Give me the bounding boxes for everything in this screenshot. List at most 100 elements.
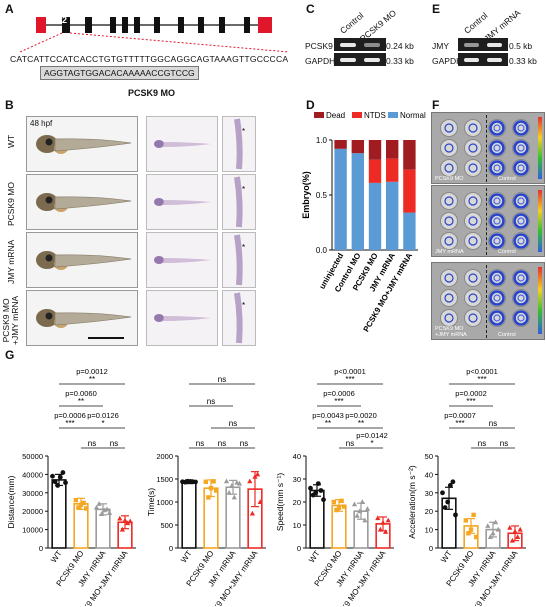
data-point — [252, 473, 258, 479]
data-point — [81, 500, 86, 506]
significance-label: ns — [240, 439, 248, 448]
bar-segment-normal — [386, 181, 399, 250]
data-point — [50, 473, 55, 479]
plate-well — [512, 159, 530, 177]
morpholino-sequence: AGGTAGTGGACACAAAAACCGTCCG — [40, 66, 199, 80]
significance-label: ** — [358, 419, 364, 428]
plate-well — [464, 269, 482, 287]
plate-well — [440, 289, 458, 307]
significance-label: *** — [65, 419, 74, 428]
gene-structure-diagram — [19, 17, 290, 53]
plate-well — [512, 212, 530, 230]
fish-in-situ-zoom: * — [222, 174, 256, 230]
plate-well — [464, 192, 482, 210]
data-point — [375, 515, 381, 521]
data-point — [515, 534, 521, 539]
data-point — [507, 524, 513, 530]
fish-brightfield-photo — [26, 290, 138, 346]
plate-label-control: Control — [498, 249, 516, 255]
plate-well — [464, 232, 482, 250]
significance-label: p=0.0006 — [323, 389, 355, 398]
significance-label: ns — [229, 419, 237, 428]
data-point — [445, 499, 451, 505]
data-point — [127, 518, 133, 524]
gel-pcsk9 — [334, 38, 386, 51]
exon-9 — [198, 17, 204, 33]
svg-text:*: * — [242, 127, 245, 136]
data-point — [63, 480, 68, 486]
plate-well — [512, 139, 530, 157]
significance-label: p=0.0007 — [444, 411, 476, 420]
significance-label: ns — [489, 419, 497, 428]
data-point — [493, 519, 499, 525]
data-point — [490, 530, 496, 536]
data-point — [334, 507, 339, 513]
plate-label-treatment: PCSK9 MO +JMY mRNA — [435, 326, 467, 338]
row-label-combo: PCSK9 MO +JMY mRNA — [1, 295, 20, 345]
data-point — [321, 497, 326, 503]
exon-5 — [122, 17, 128, 33]
data-point — [229, 483, 235, 488]
svg-text:*: * — [242, 185, 245, 194]
plate-well — [464, 309, 482, 327]
data-point — [96, 501, 102, 506]
data-point — [440, 490, 445, 496]
data-point — [206, 495, 211, 500]
data-point — [331, 499, 336, 505]
plate-well — [488, 232, 506, 250]
panel-e-letter: E — [432, 2, 441, 16]
data-point — [463, 518, 468, 523]
bar-segment-dead — [386, 140, 399, 159]
plate-well — [488, 289, 506, 307]
y-tick-label: 10 — [425, 526, 433, 535]
significance-label: * — [370, 439, 373, 448]
x-tick-label: WT — [49, 549, 64, 564]
bar-segment-normal — [403, 212, 416, 250]
data-point — [125, 520, 131, 526]
plate-well — [488, 212, 506, 230]
significance-label: *** — [455, 419, 464, 428]
data-point — [450, 479, 456, 485]
y-tick-label: 0 — [429, 544, 433, 553]
y-tick-label: 500 — [160, 521, 173, 530]
data-point — [354, 513, 360, 518]
plate-well — [440, 232, 458, 250]
data-point — [359, 499, 365, 504]
bar-segment-normal — [368, 182, 382, 250]
data-point — [236, 480, 243, 486]
significance-label: p=0.0002 — [455, 389, 487, 398]
panel-c-letter: C — [306, 2, 315, 16]
gel-gapdh-c — [334, 53, 386, 66]
data-point — [226, 490, 232, 495]
y-tick-label: 30 — [293, 475, 301, 484]
plate-well — [464, 212, 482, 230]
exon-8 — [178, 17, 184, 33]
plate-well — [464, 119, 482, 137]
scale-bar — [88, 337, 124, 339]
significance-label: p=0.0006 — [54, 411, 86, 420]
data-point — [55, 483, 61, 488]
data-point — [315, 481, 321, 486]
significance-label: ns — [218, 439, 226, 448]
significance-label: * — [101, 419, 104, 428]
row-label-jmy-mrna: JMY mRNA — [6, 239, 16, 284]
data-point — [485, 523, 491, 528]
plate-label-control: Control — [498, 332, 516, 338]
exon-10 — [219, 17, 225, 33]
significance-label: p=0.0020 — [345, 411, 377, 420]
data-point — [487, 534, 493, 539]
data-point — [468, 527, 474, 532]
row-label-combo-text: PCSK9 MO +JMY mRNA — [1, 295, 20, 345]
row-label-pcsk9-mo: PCSK9 MO — [6, 182, 16, 226]
y-tick-label: 10 — [293, 521, 301, 530]
significance-label: p=0.0012 — [76, 367, 108, 376]
legend-swatch-ntds — [352, 112, 362, 118]
data-point — [509, 537, 515, 543]
significance-label: *** — [334, 397, 343, 406]
bar — [181, 480, 197, 549]
size-label-gapdh-c: 0.33 kb — [386, 56, 414, 66]
fish-in-situ-zoom: * — [222, 232, 256, 288]
y-tick-label: 50000 — [22, 452, 43, 461]
tracking-plate: JMY mRNA Control — [431, 185, 545, 257]
